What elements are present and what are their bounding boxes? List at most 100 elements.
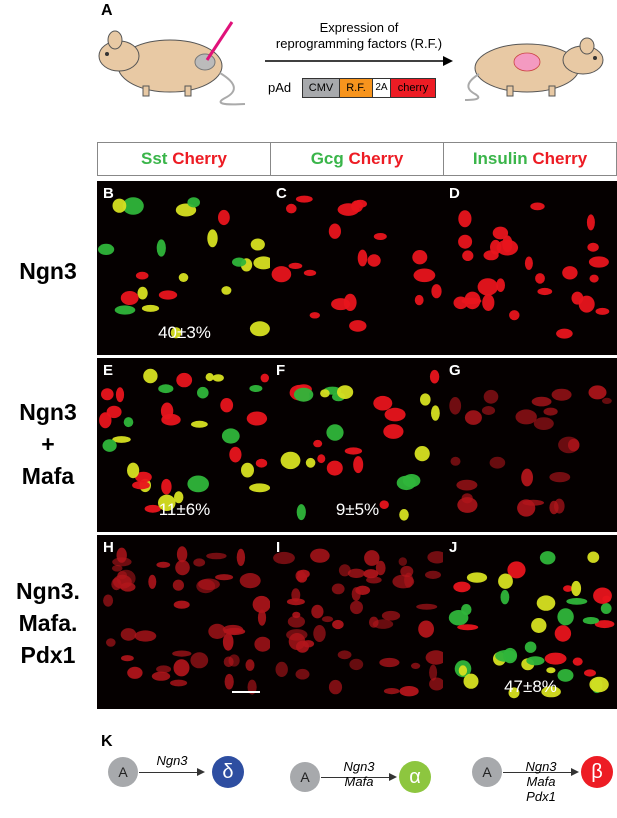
cell bbox=[477, 278, 498, 296]
cell bbox=[224, 673, 234, 690]
cell bbox=[458, 234, 473, 249]
cell bbox=[255, 458, 268, 468]
cell bbox=[134, 630, 157, 642]
cell bbox=[481, 406, 496, 415]
cell bbox=[463, 673, 479, 689]
cell bbox=[254, 636, 271, 652]
cell bbox=[313, 625, 326, 642]
cell bbox=[450, 456, 461, 466]
cell bbox=[249, 321, 270, 337]
cell bbox=[229, 446, 242, 463]
cell bbox=[526, 656, 545, 666]
cell bbox=[232, 257, 247, 267]
cell bbox=[252, 595, 271, 613]
cell bbox=[558, 436, 580, 454]
cell bbox=[112, 436, 131, 443]
cell bbox=[161, 478, 172, 495]
cell bbox=[158, 384, 174, 394]
cell bbox=[413, 268, 436, 283]
cell bbox=[286, 598, 305, 606]
cell bbox=[582, 617, 599, 625]
arrow-text-line2: reprogramming factors (R.F.) bbox=[275, 36, 443, 51]
cell bbox=[309, 312, 320, 319]
cell bbox=[207, 229, 218, 248]
cell bbox=[379, 500, 389, 509]
cell bbox=[602, 397, 612, 404]
cell bbox=[115, 387, 125, 403]
micrograph-c: C bbox=[270, 181, 445, 355]
cells-f bbox=[280, 369, 440, 521]
cell bbox=[246, 411, 268, 426]
cell bbox=[326, 424, 344, 441]
cell bbox=[546, 667, 556, 674]
cell bbox=[178, 273, 189, 282]
cell bbox=[549, 500, 559, 515]
cell bbox=[122, 197, 144, 215]
cell bbox=[120, 291, 139, 305]
cell bbox=[311, 604, 324, 619]
cell bbox=[222, 633, 234, 651]
cell bbox=[313, 439, 323, 448]
cell bbox=[449, 397, 462, 415]
alpha-cell: α bbox=[399, 761, 431, 793]
cell bbox=[295, 668, 310, 680]
cell bbox=[102, 439, 117, 452]
cell bbox=[458, 665, 468, 676]
cell bbox=[551, 388, 572, 401]
cell bbox=[399, 509, 409, 521]
cell bbox=[521, 468, 533, 487]
cell bbox=[353, 199, 367, 208]
cell bbox=[562, 266, 578, 280]
cell bbox=[425, 570, 441, 579]
cell bbox=[414, 446, 430, 462]
cell bbox=[588, 256, 609, 268]
cell bbox=[321, 616, 334, 623]
cell bbox=[271, 266, 292, 283]
cell bbox=[112, 198, 127, 213]
cell bbox=[273, 551, 295, 565]
cell bbox=[431, 405, 440, 421]
cells-e bbox=[99, 368, 271, 513]
cell bbox=[427, 551, 445, 564]
cell bbox=[253, 256, 272, 270]
cell bbox=[367, 254, 381, 267]
cell bbox=[141, 304, 160, 312]
cell bbox=[584, 669, 596, 677]
expression-arrow bbox=[265, 56, 453, 66]
cell bbox=[375, 560, 386, 576]
cell bbox=[482, 294, 495, 311]
cell bbox=[349, 658, 364, 671]
micrograph-j: J 47±8% bbox=[443, 535, 617, 709]
cell bbox=[489, 456, 506, 469]
cells-d bbox=[453, 202, 610, 339]
path-genes-2: Ngn3 Mafa bbox=[343, 759, 375, 789]
mouse-injected-illustration bbox=[98, 21, 246, 106]
cell bbox=[170, 679, 188, 687]
cell bbox=[331, 298, 351, 311]
path-genes-1: Ngn3 bbox=[156, 753, 188, 768]
cell bbox=[320, 389, 330, 398]
cell bbox=[176, 372, 193, 388]
cell bbox=[399, 686, 419, 697]
cell bbox=[116, 569, 136, 587]
beta-cell: β bbox=[581, 756, 613, 788]
cell bbox=[99, 412, 112, 429]
cell bbox=[381, 610, 401, 621]
micrograph-h: H bbox=[97, 535, 272, 709]
cell bbox=[541, 686, 561, 698]
panel-letter-a: A bbox=[101, 2, 113, 19]
cell bbox=[496, 278, 505, 292]
cell bbox=[328, 679, 343, 695]
cell bbox=[498, 573, 513, 589]
cell bbox=[275, 661, 288, 677]
cell bbox=[337, 650, 352, 660]
cells-c bbox=[271, 195, 442, 332]
cell bbox=[571, 580, 582, 597]
cell bbox=[589, 676, 609, 693]
cell bbox=[170, 327, 182, 339]
cell bbox=[310, 548, 330, 563]
cell bbox=[589, 274, 599, 283]
cell bbox=[557, 669, 574, 682]
cell bbox=[366, 576, 382, 584]
cell bbox=[288, 262, 303, 269]
